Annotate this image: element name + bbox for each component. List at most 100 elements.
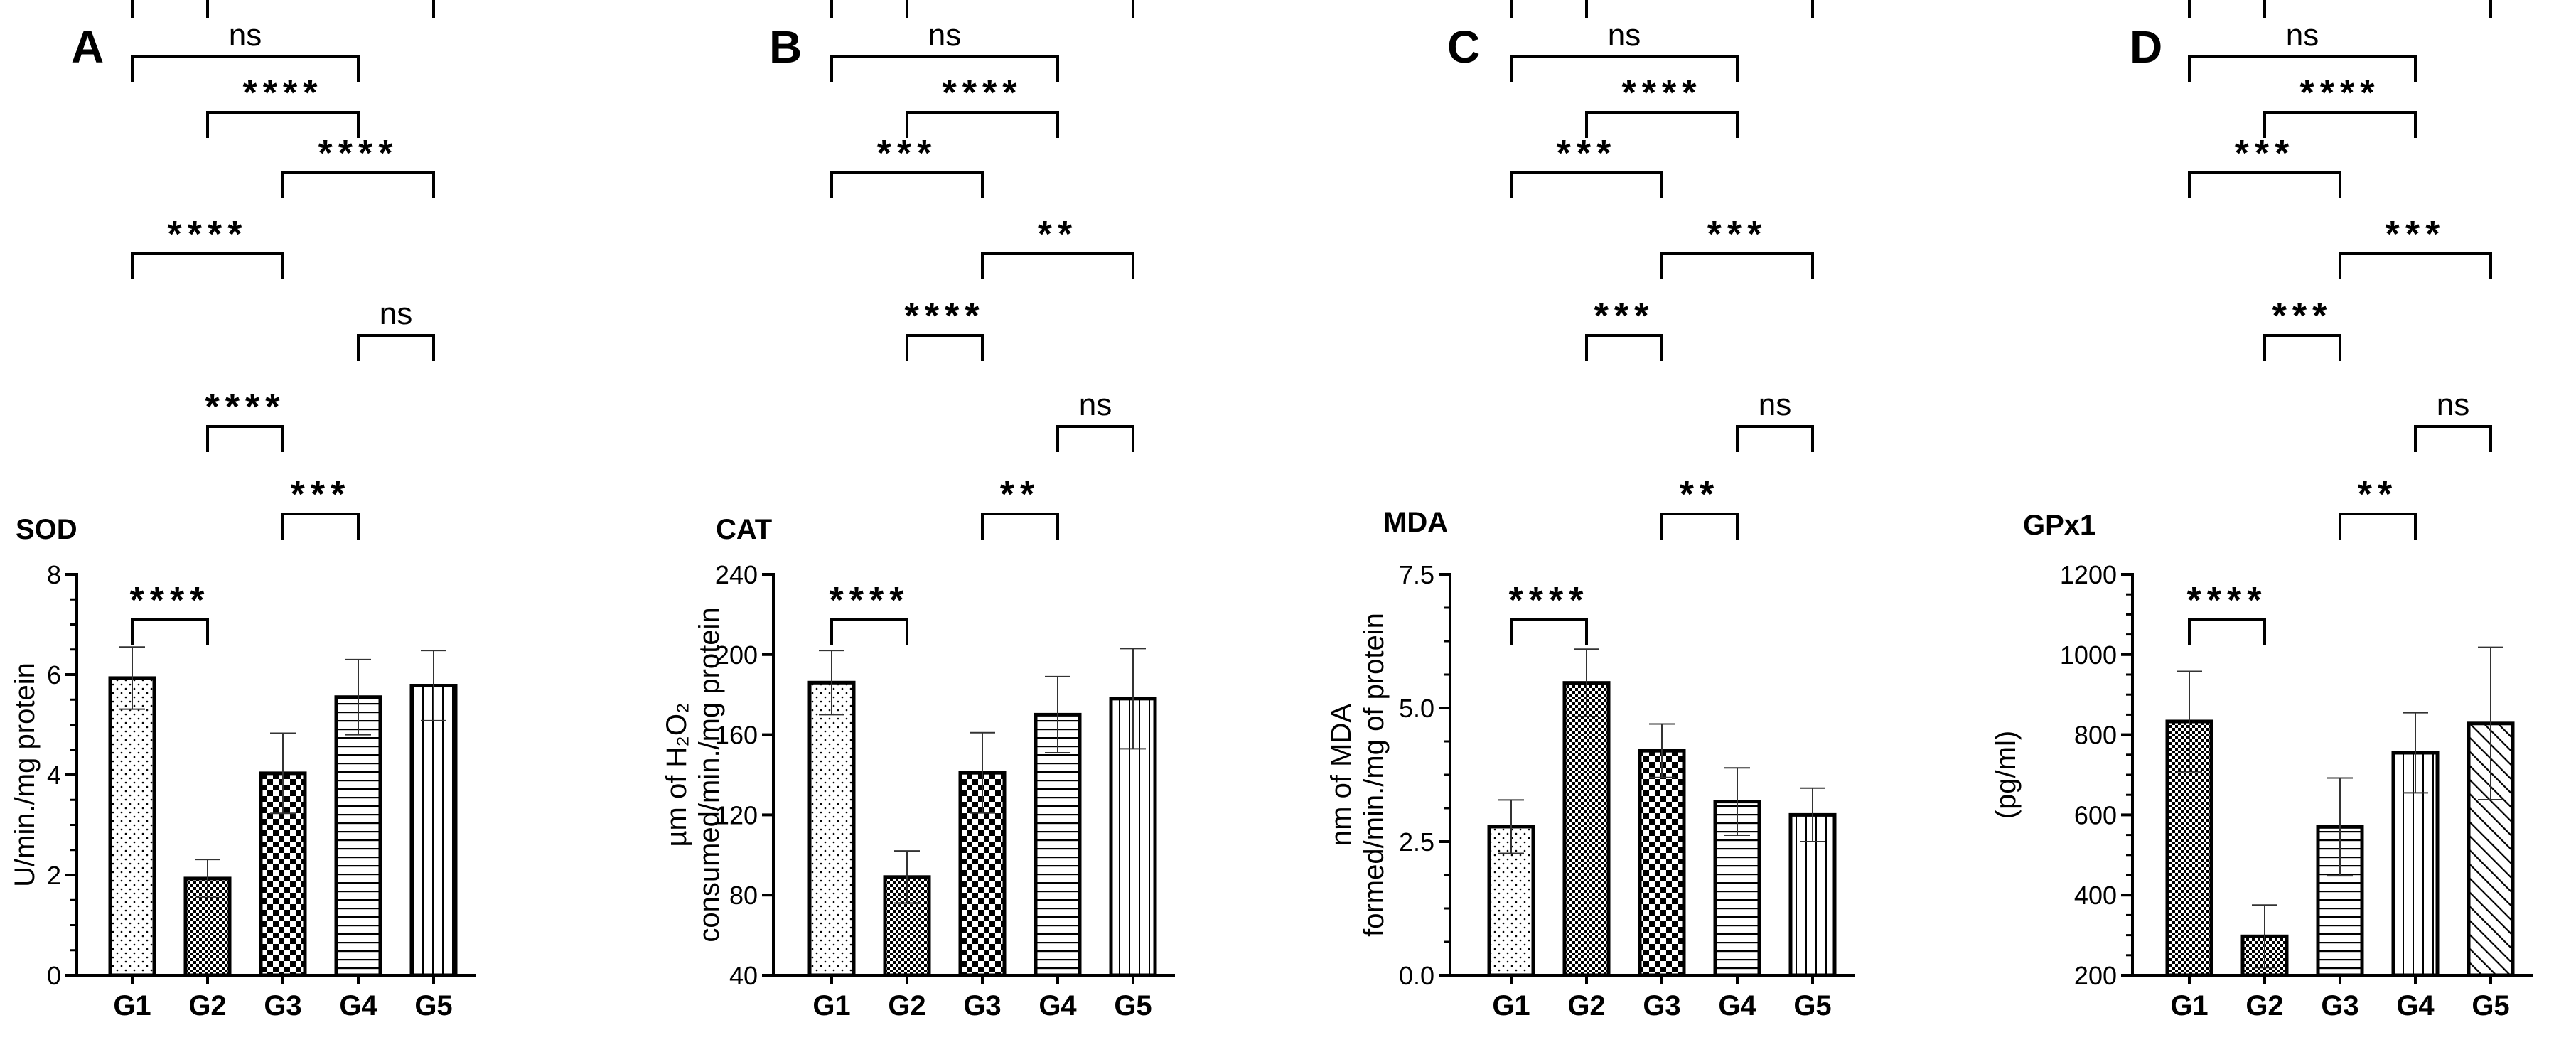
significance-label: ***	[2386, 214, 2446, 255]
significance-bracket	[1510, 618, 1588, 645]
significance-bracket	[2188, 171, 2341, 198]
chart-panel-b: B CAT µm of H₂O₂ consumed/min./mg protein40…	[661, 0, 1175, 1021]
bar-g4	[1034, 712, 1082, 977]
y-axis-label: consumed/min./mg protein	[694, 607, 725, 942]
y-tick-label: 200	[715, 640, 758, 670]
y-tick-label: 0	[47, 961, 61, 990]
y-tick-label: 5.0	[1399, 694, 1434, 723]
x-category-label: G2	[188, 990, 226, 1021]
significance-bracket	[981, 513, 1059, 540]
significance-label: **	[1680, 474, 1719, 515]
x-category-label: G1	[113, 990, 151, 1021]
significance-label: ns	[229, 18, 262, 53]
significance-bracket	[206, 111, 360, 138]
chart-title: CAT	[716, 514, 772, 545]
bar-g1	[807, 680, 856, 977]
significance-label: ns	[928, 18, 961, 53]
chart-panel-d: D GPx1 (pg/ml) 200 400 600 800 1000 1200 G1 G2 G3 G4…	[1990, 0, 2533, 1021]
significance-bracket	[1585, 334, 1663, 361]
y-tick-label: 1000	[2060, 640, 2117, 670]
significance-label: **	[1000, 474, 1040, 515]
significance-bracket	[206, 425, 284, 452]
y-axis-label: (pg/ml)	[1990, 731, 2022, 819]
significance-label: ns	[1079, 387, 1112, 422]
bar-g1	[108, 676, 156, 977]
significance-bracket	[1660, 513, 1739, 540]
chart-title: GPx1	[2023, 510, 2095, 541]
y-axis-label: µm of H₂O₂	[661, 702, 692, 847]
y-tick-label: 160	[715, 721, 758, 750]
x-category-label: G4	[1718, 990, 1756, 1021]
y-tick-label: 240	[715, 560, 758, 589]
significance-label: ****	[1509, 580, 1589, 621]
significance-bracket	[2263, 334, 2341, 361]
significance-label: ****	[243, 73, 323, 114]
significance-bracket	[281, 171, 435, 198]
significance-label: ***	[2235, 133, 2295, 174]
significance-bracket	[1510, 171, 1663, 198]
significance-bracket	[2263, 0, 2492, 18]
significance-label: **	[2358, 474, 2398, 515]
x-category-label: G5	[1114, 990, 1152, 1021]
panel-letter: D	[2130, 21, 2162, 73]
x-category-label: G4	[1039, 990, 1077, 1021]
significance-label: ***	[2272, 296, 2333, 337]
significance-bracket	[206, 0, 435, 18]
significance-bracket	[1585, 111, 1739, 138]
significance-label: ****	[1622, 73, 1702, 114]
y-tick-label: 200	[2074, 961, 2117, 990]
x-category-label: G1	[2170, 990, 2208, 1021]
y-tick-label: 2	[47, 861, 61, 890]
chart-title: SOD	[16, 514, 77, 545]
chart-title: MDA	[1383, 507, 1448, 538]
panel-letter: A	[71, 21, 104, 73]
significance-label: ***	[1707, 214, 1768, 255]
x-category-label: G1	[1492, 990, 1530, 1021]
bar-g5	[409, 684, 458, 977]
y-tick-label: 1200	[2060, 560, 2117, 589]
significance-bracket	[2414, 425, 2492, 452]
significance-bracket	[2188, 0, 2492, 18]
x-category-label: G2	[888, 990, 925, 1021]
significance-label: ****	[943, 73, 1023, 114]
significance-label: ****	[2187, 580, 2268, 621]
significance-label: ****	[830, 580, 910, 621]
y-tick-label: 600	[2074, 800, 2117, 830]
significance-bracket	[2339, 513, 2417, 540]
significance-bracket	[906, 111, 1059, 138]
y-axis-label: U/min./mg protein	[9, 662, 41, 887]
x-category-label: G5	[2472, 990, 2509, 1021]
significance-bracket	[2339, 252, 2492, 279]
significance-label: ****	[205, 387, 286, 428]
significance-bracket	[830, 55, 1059, 82]
significance-label: ***	[1557, 133, 1617, 174]
significance-bracket	[131, 618, 209, 645]
y-tick-label: 400	[2074, 881, 2117, 910]
y-tick-label: 80	[729, 881, 758, 910]
significance-bracket	[131, 252, 284, 279]
x-category-label: G2	[2245, 990, 2283, 1021]
significance-bracket	[131, 55, 360, 82]
significance-bracket	[906, 0, 1134, 18]
y-tick-label: 8	[47, 560, 61, 589]
significance-bracket	[2188, 618, 2266, 645]
significance-label: ns	[1759, 387, 1791, 422]
x-category-label: G4	[339, 990, 377, 1021]
significance-label: ns	[1608, 18, 1641, 53]
x-category-label: G1	[812, 990, 850, 1021]
y-axis-label: nm of MDA	[1326, 704, 1357, 846]
x-category-label: G3	[963, 990, 1001, 1021]
significance-bracket	[830, 618, 908, 645]
significance-bracket	[1660, 252, 1814, 279]
y-tick-label: 0.0	[1399, 961, 1434, 990]
panel-letter: C	[1447, 21, 1480, 73]
y-tick-label: 7.5	[1399, 560, 1434, 589]
significance-bracket	[131, 0, 435, 18]
y-tick-label: 2.5	[1399, 827, 1434, 857]
x-category-label: G5	[414, 990, 452, 1021]
significance-bracket	[357, 334, 435, 361]
significance-bracket	[1585, 0, 1814, 18]
x-category-label: G3	[1643, 990, 1680, 1021]
